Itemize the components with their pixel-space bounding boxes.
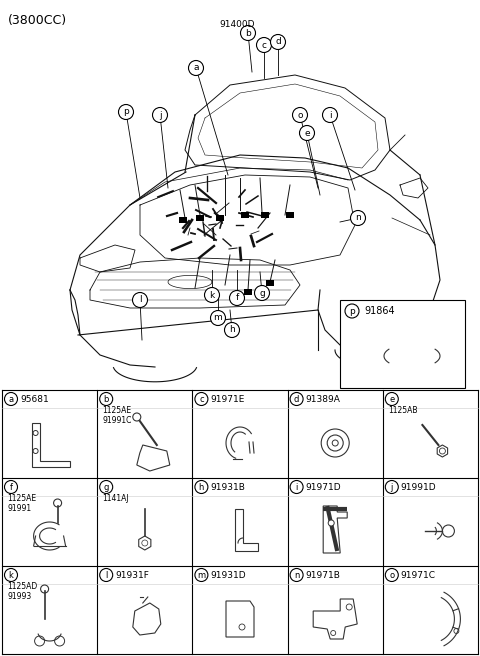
- Text: 91931D: 91931D: [210, 571, 246, 579]
- Bar: [340, 300, 465, 388]
- Circle shape: [195, 569, 208, 581]
- Text: j: j: [391, 483, 393, 491]
- Circle shape: [4, 569, 17, 581]
- Text: 1125AE: 1125AE: [7, 494, 36, 503]
- Text: l: l: [139, 295, 141, 304]
- Text: 91400D: 91400D: [219, 20, 255, 29]
- Circle shape: [195, 392, 208, 405]
- Text: e: e: [304, 129, 310, 138]
- Polygon shape: [179, 217, 187, 223]
- Circle shape: [385, 392, 398, 405]
- Text: 91971C: 91971C: [401, 571, 436, 579]
- Text: i: i: [329, 110, 331, 119]
- Text: a: a: [9, 394, 13, 403]
- Polygon shape: [196, 215, 204, 221]
- Text: k: k: [9, 571, 13, 579]
- Text: c: c: [199, 394, 204, 403]
- Circle shape: [119, 104, 133, 119]
- Text: 91971E: 91971E: [210, 394, 245, 403]
- Circle shape: [100, 480, 113, 493]
- Text: 91971B: 91971B: [306, 571, 340, 579]
- Circle shape: [225, 323, 240, 337]
- Text: h: h: [229, 325, 235, 335]
- Text: 91389A: 91389A: [306, 394, 340, 403]
- Text: 91864: 91864: [364, 306, 395, 316]
- Text: p: p: [123, 108, 129, 117]
- Circle shape: [100, 392, 113, 405]
- Text: 91991: 91991: [7, 504, 31, 513]
- Text: c: c: [262, 41, 266, 49]
- Text: 91931B: 91931B: [210, 483, 245, 491]
- Text: g: g: [104, 483, 109, 491]
- Circle shape: [4, 392, 17, 405]
- Polygon shape: [286, 212, 294, 218]
- Circle shape: [100, 569, 113, 581]
- Circle shape: [229, 291, 244, 306]
- Text: n: n: [355, 213, 361, 222]
- Text: f: f: [10, 483, 12, 491]
- Circle shape: [240, 26, 255, 41]
- Text: o: o: [389, 571, 395, 579]
- Circle shape: [323, 108, 337, 123]
- Text: 1141AJ: 1141AJ: [102, 494, 129, 503]
- Circle shape: [254, 285, 269, 300]
- Circle shape: [292, 108, 308, 123]
- Text: b: b: [245, 28, 251, 37]
- Text: 95681: 95681: [20, 394, 49, 403]
- Text: i: i: [295, 483, 298, 491]
- Text: a: a: [193, 64, 199, 73]
- Text: n: n: [294, 571, 300, 579]
- Circle shape: [385, 480, 398, 493]
- Text: 91931F: 91931F: [115, 571, 149, 579]
- Text: 91971D: 91971D: [306, 483, 341, 491]
- Text: o: o: [297, 110, 303, 119]
- Circle shape: [345, 304, 359, 318]
- Circle shape: [350, 211, 365, 226]
- Text: f: f: [235, 293, 239, 302]
- Text: e: e: [389, 394, 395, 403]
- Polygon shape: [216, 215, 224, 221]
- Text: 1125AE: 1125AE: [102, 406, 132, 415]
- Text: 91991D: 91991D: [401, 483, 436, 491]
- Circle shape: [132, 293, 147, 308]
- Text: g: g: [259, 289, 265, 298]
- Text: p: p: [349, 306, 355, 316]
- Text: k: k: [209, 291, 215, 300]
- Polygon shape: [241, 212, 249, 218]
- Circle shape: [290, 392, 303, 405]
- Text: 1125AB: 1125AB: [388, 406, 417, 415]
- Circle shape: [271, 35, 286, 49]
- Circle shape: [189, 60, 204, 75]
- Text: b: b: [104, 394, 109, 403]
- Text: j: j: [159, 110, 161, 119]
- Circle shape: [211, 310, 226, 325]
- Circle shape: [256, 37, 272, 52]
- Circle shape: [195, 480, 208, 493]
- Circle shape: [328, 520, 334, 526]
- Circle shape: [300, 125, 314, 140]
- Text: m: m: [197, 571, 205, 579]
- Circle shape: [204, 287, 219, 302]
- Text: d: d: [275, 37, 281, 47]
- Circle shape: [4, 480, 17, 493]
- Text: l: l: [105, 571, 108, 579]
- Circle shape: [153, 108, 168, 123]
- Text: (3800CC): (3800CC): [8, 14, 67, 27]
- Polygon shape: [244, 289, 252, 295]
- Text: 1125AD: 1125AD: [7, 582, 37, 591]
- Polygon shape: [261, 212, 269, 218]
- Text: 91993: 91993: [7, 592, 31, 601]
- Circle shape: [385, 569, 398, 581]
- Text: 91991C: 91991C: [102, 416, 132, 425]
- Circle shape: [290, 569, 303, 581]
- Text: h: h: [199, 483, 204, 491]
- Text: m: m: [214, 314, 222, 323]
- Text: d: d: [294, 394, 300, 403]
- Polygon shape: [266, 280, 274, 286]
- Circle shape: [290, 480, 303, 493]
